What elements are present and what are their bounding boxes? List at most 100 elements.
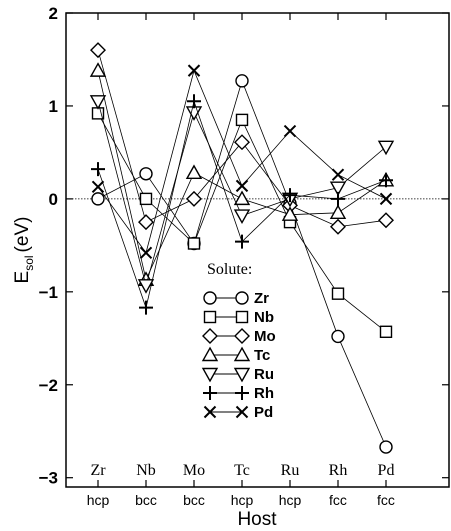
y-tick-label: −2 <box>39 376 58 395</box>
data-point <box>187 64 201 77</box>
legend-title: Solute: <box>207 261 252 278</box>
data-point <box>377 140 395 156</box>
series-nb <box>91 107 393 338</box>
series-mo <box>90 42 394 235</box>
host-label: Rh <box>329 462 348 479</box>
y-tick-label: −3 <box>39 469 58 488</box>
lattice-label: bcc <box>183 492 205 508</box>
y-tick-label: 2 <box>49 4 58 23</box>
series-layer <box>89 42 395 454</box>
data-point <box>331 191 345 206</box>
data-point <box>185 164 203 180</box>
data-point <box>283 188 297 203</box>
legend-marker <box>203 310 217 324</box>
data-point <box>139 300 153 315</box>
y-axis-label-subscript: sol <box>22 255 36 270</box>
lattice-label: fcc <box>377 492 395 508</box>
data-point <box>187 94 201 109</box>
data-point <box>331 287 345 300</box>
host-label: Zr <box>90 462 106 479</box>
lattice-label: bcc <box>135 492 157 508</box>
legend-item: Zr <box>203 290 269 307</box>
legend-marker <box>203 405 217 419</box>
data-point <box>379 440 393 454</box>
plot-frame <box>65 12 450 488</box>
host-label: Mo <box>183 462 205 479</box>
data-point <box>90 42 106 59</box>
x-axis-ticks <box>97 13 387 487</box>
legend-items: Zr Nb Mo Tc Ru Rh Pd <box>201 290 276 421</box>
host-label: Tc <box>234 462 250 479</box>
data-point <box>234 134 250 151</box>
legend-label: Nb <box>254 309 274 326</box>
data-point <box>331 329 345 344</box>
legend-marker <box>203 291 217 305</box>
legend-marker <box>201 346 219 362</box>
legend-label: Rh <box>254 385 274 402</box>
legend-item: Rh <box>203 385 274 402</box>
data-point <box>235 179 249 193</box>
lattice-labels: hcp bcc bcc hcp hcp fcc fcc <box>87 492 395 508</box>
data-point <box>331 168 345 181</box>
data-point <box>379 325 393 338</box>
data-point <box>233 190 251 206</box>
legend-label: Pd <box>254 404 273 421</box>
legend-marker <box>202 328 218 344</box>
legend: Solute: Zr Nb Mo Tc Ru Rh Pd <box>201 261 276 421</box>
y-tick-label: 1 <box>49 97 58 116</box>
data-point <box>186 190 202 207</box>
legend-marker <box>235 386 249 400</box>
legend-item: Nb <box>203 309 274 326</box>
y-axis-label: Esol (eV) <box>12 217 36 284</box>
series-rh <box>91 94 393 315</box>
series-pd <box>91 64 393 259</box>
data-point <box>330 218 346 235</box>
legend-label: Tc <box>254 347 270 364</box>
legend-marker <box>201 367 219 383</box>
data-point <box>138 214 154 231</box>
legend-item: Tc <box>201 346 270 364</box>
data-point <box>235 113 249 127</box>
lattice-label: hcp <box>87 492 110 508</box>
legend-item: Pd <box>203 404 273 421</box>
data-point <box>281 206 299 221</box>
legend-marker <box>234 328 250 344</box>
data-point <box>89 62 107 77</box>
legend-label: Mo <box>254 328 276 345</box>
legend-marker <box>235 405 249 419</box>
data-point <box>233 209 251 225</box>
series-tc <box>89 62 395 286</box>
data-point <box>137 279 155 294</box>
host-label: Nb <box>136 462 156 479</box>
legend-item: Mo <box>202 328 276 345</box>
data-point <box>283 124 297 138</box>
data-point <box>139 167 153 181</box>
plot-area: 2 1 0 −1 −2 −3 <box>39 4 450 488</box>
data-point <box>235 234 249 249</box>
data-point <box>329 204 347 220</box>
legend-label: Zr <box>254 290 269 307</box>
host-label: Ru <box>281 462 300 479</box>
lattice-label: fcc <box>329 492 347 508</box>
data-point <box>139 246 153 259</box>
legend-marker <box>235 310 249 324</box>
data-point <box>379 192 393 206</box>
lattice-label: hcp <box>279 492 302 508</box>
data-point <box>91 180 105 194</box>
data-point <box>187 237 201 250</box>
host-labels: Zr Nb Mo Tc Ru Rh Pd <box>90 462 394 479</box>
y-axis-label-main: E <box>12 271 33 284</box>
host-label: Pd <box>378 462 395 479</box>
data-point <box>185 106 203 121</box>
y-tick-label: 0 <box>49 190 58 209</box>
y-tick-label: −1 <box>39 283 58 302</box>
legend-label: Ru <box>254 366 274 383</box>
lattice-label: hcp <box>231 492 254 508</box>
y-axis-ticks: 2 1 0 −1 −2 −3 <box>39 4 449 488</box>
data-point <box>89 95 107 110</box>
data-point <box>139 192 153 206</box>
legend-marker <box>233 367 251 383</box>
data-point <box>235 74 249 88</box>
data-point <box>91 162 105 177</box>
